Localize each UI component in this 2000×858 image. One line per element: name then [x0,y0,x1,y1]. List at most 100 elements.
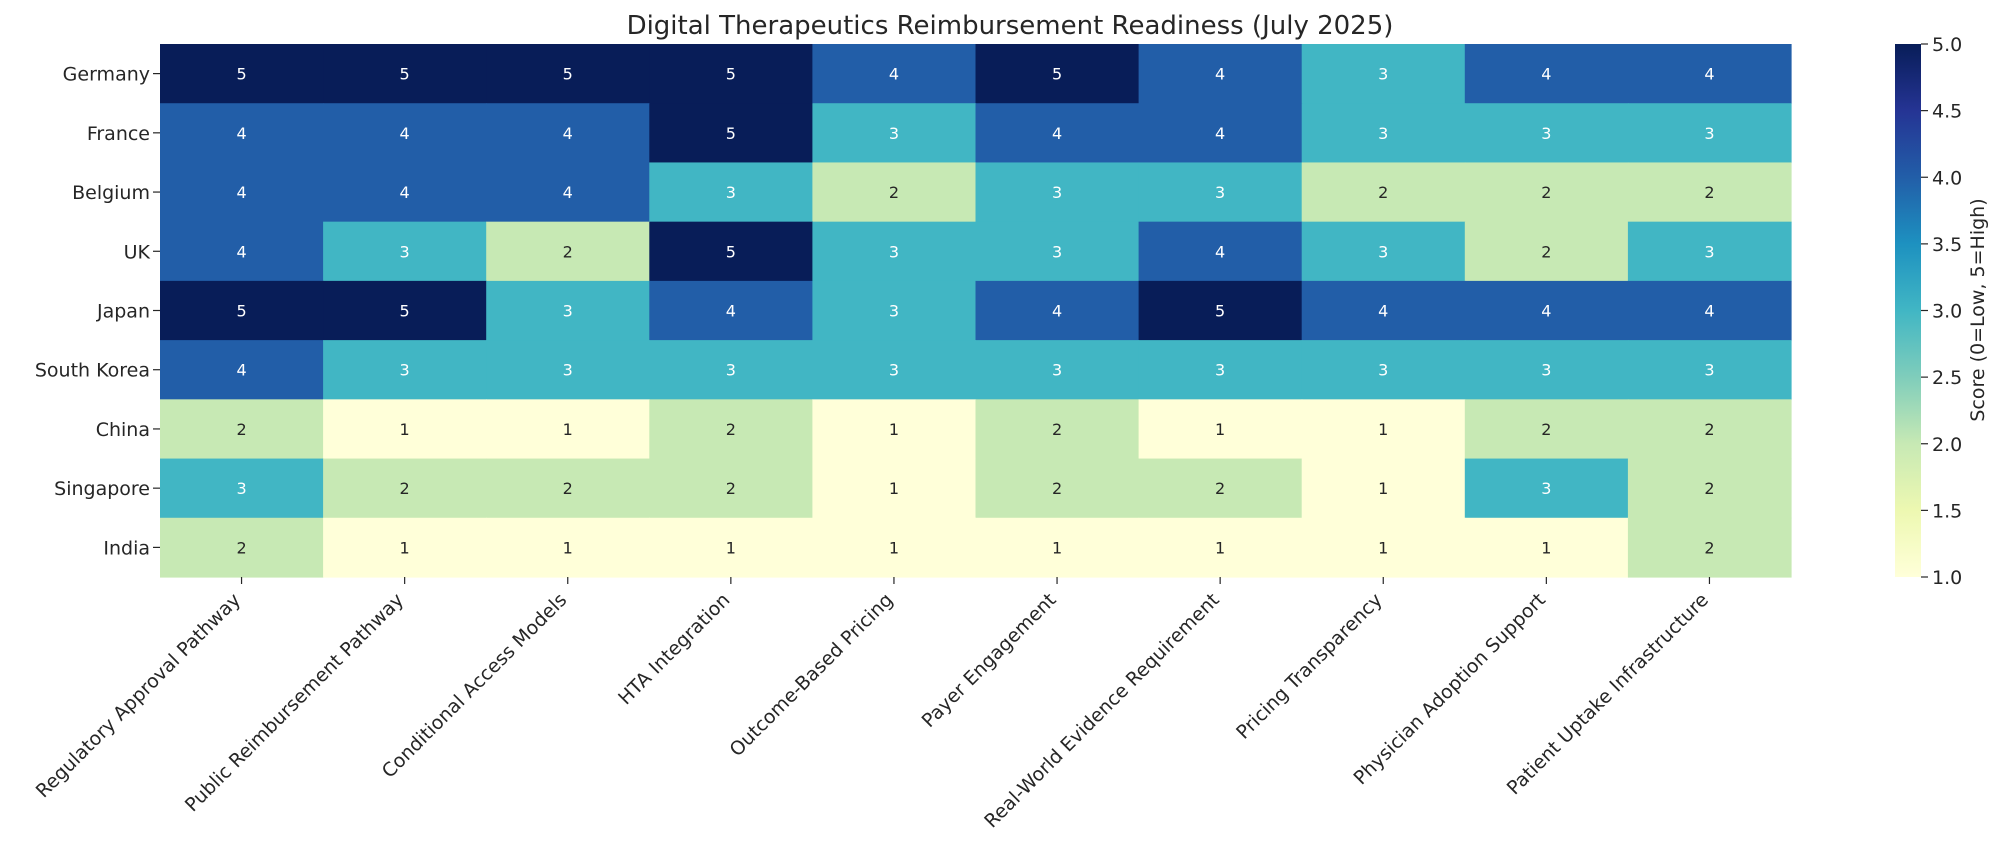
cell-value-label: 2 [1704,479,1714,498]
heatmap-cell [975,221,1140,282]
heatmap-cell [1138,103,1303,164]
cell-value-label: 2 [1541,242,1551,261]
cell-value-label: 1 [1378,420,1388,439]
heatmap-cell [160,517,324,578]
cell-value-label: 4 [400,124,410,143]
heatmap-cell [1627,340,1792,400]
cell-value-label: 5 [726,124,736,143]
heatmap-cell [649,517,813,578]
heatmap-cell [649,44,813,104]
cell-value-label: 2 [236,538,246,557]
cell-value-label: 1 [1378,538,1388,557]
cell-value-label: 1 [400,420,410,439]
row-label: Japan [96,301,150,323]
heatmap-cell [649,399,813,460]
heatmap-cell [1627,517,1792,578]
heatmap-cell [1301,458,1466,519]
row-labels: Germany France Belgium UK Japan South Korea Ch… [35,64,160,559]
heatmap-cell [1627,399,1792,460]
cell-value-label: 3 [889,124,899,143]
heatmap-cell [1138,162,1303,223]
cell-value-label: 3 [1052,361,1062,380]
cell-value-label: 3 [889,242,899,261]
cell-value-label: 3 [400,361,410,380]
cell-value-label: 2 [1541,420,1551,439]
cell-value-label: 5 [726,65,736,84]
cell-value-label: 3 [1704,361,1714,380]
heatmap-cell [1464,44,1629,104]
heatmap-cell [323,221,487,282]
heatmap-cell [1138,221,1303,282]
cell-value-label: 3 [1378,65,1388,84]
cell-value-label: 3 [889,302,899,321]
colorbar-tick-label: 4.0 [1932,167,1962,189]
heatmap-cell [812,44,977,104]
heatmap-cell [1627,162,1792,223]
heatmap-cell [160,221,324,282]
cell-value-label: 3 [563,361,573,380]
cell-value-label: 4 [236,124,246,143]
cell-value-label: 1 [1052,538,1062,557]
colorbar-gradient [1895,44,1921,577]
heatmap-cell [649,103,813,164]
heatmap-cell [649,458,813,519]
heatmap-cell [812,340,977,400]
row-label: India [103,537,150,559]
colorbar-tick-label: 2.0 [1932,434,1962,456]
cell-value-label: 1 [1378,479,1388,498]
heatmap-cell [323,340,487,400]
cell-value-label: 2 [726,420,736,439]
cell-value-label: 3 [889,361,899,380]
heatmap-cell [160,280,324,341]
cell-value-label: 1 [400,538,410,557]
cell-value-label: 4 [1541,65,1551,84]
heatmap-cell [1627,103,1792,164]
heatmap-cell [160,340,324,400]
cell-value-label: 3 [1052,183,1062,202]
heatmap-cell [1301,103,1466,164]
colorbar-tick-label: 2.5 [1932,367,1962,389]
cell-value-label: 3 [1378,124,1388,143]
heatmap-cell [1138,517,1303,578]
column-label: Patient Uptake Infrastructure [1503,589,1713,799]
cell-value-label: 3 [1704,242,1714,261]
cell-value-label: 1 [1215,538,1225,557]
cell-value-label: 1 [1215,420,1225,439]
heatmap-cell [1464,103,1629,164]
heatmap-cell [1464,340,1629,400]
heatmap-cell [323,517,487,578]
row-label: Germany [63,64,150,86]
cell-value-label: 2 [563,479,573,498]
heatmap-cells: 5 5 5 5 4 5 4 3 4 4 4 4 4 5 3 4 4 3 3 3 4 4 4 3 2 3 3 2 2 2 4 3 2 5 3 3 4 3 2 3… [160,44,1792,578]
cell-value-label: 3 [400,242,410,261]
heatmap-cell [323,458,487,519]
cell-value-label: 4 [563,183,573,202]
cell-value-label: 5 [726,242,736,261]
cell-value-label: 3 [1541,124,1551,143]
heatmap-cell [486,399,650,460]
cell-value-label: 4 [236,361,246,380]
heatmap-cell [975,162,1140,223]
heatmap-cell [1464,221,1629,282]
cell-value-label: 2 [1378,183,1388,202]
cell-value-label: 1 [889,479,899,498]
heatmap-cell [160,162,324,223]
cell-value-label: 3 [1215,361,1225,380]
heatmap-cell [1138,399,1303,460]
cell-value-label: 5 [400,302,410,321]
cell-value-label: 1 [726,538,736,557]
heatmap-cell [1301,162,1466,223]
heatmap-cell [649,280,813,341]
heatmap-cell [323,162,487,223]
cell-value-label: 1 [889,538,899,557]
heatmap-cell [1301,399,1466,460]
column-label: Outcome-Based Pricing [725,589,897,761]
heatmap-cell [486,162,650,223]
cell-value-label: 5 [236,302,246,321]
column-label: Physician Adoption Support [1350,589,1550,789]
heatmap-cell [812,458,977,519]
cell-value-label: 4 [1704,65,1714,84]
column-label: HTA Integration [614,589,734,709]
